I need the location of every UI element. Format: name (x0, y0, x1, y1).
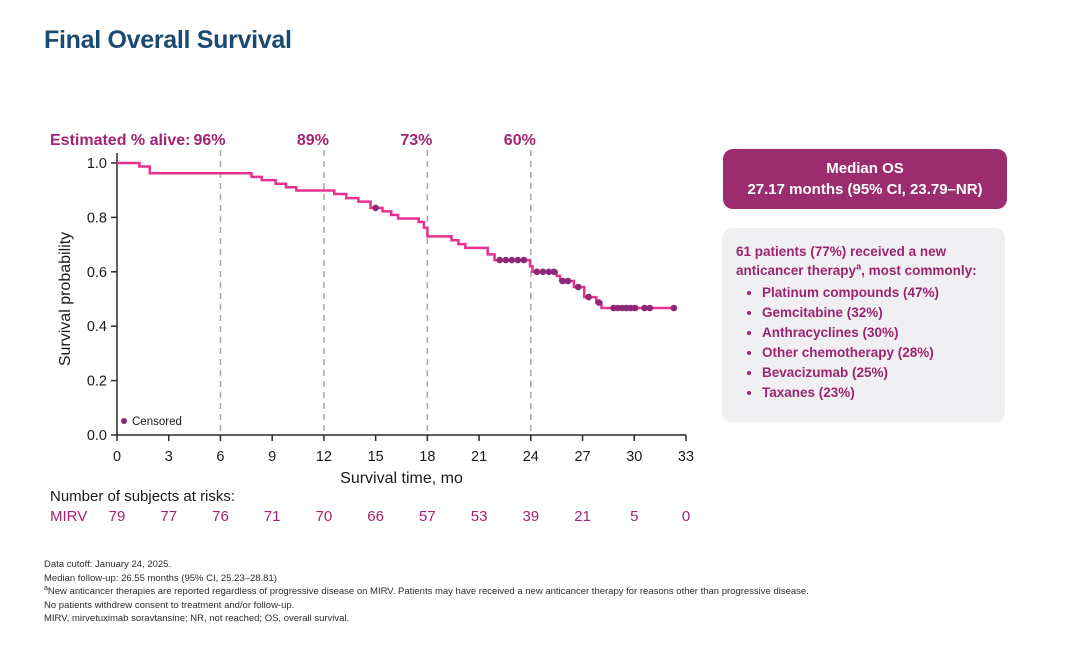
risk-value: 77 (160, 508, 177, 525)
x-tick-label: 3 (165, 449, 173, 465)
therapy-list: Platinum compounds (47%)Gemcitabine (32%… (736, 284, 993, 403)
therapy-intro-text: 61 patients (77%) received a new antican… (736, 244, 947, 278)
page-title: Final Overall Survival (44, 26, 292, 54)
therapy-item: Platinum compounds (47%) (762, 284, 993, 303)
therapy-intro: 61 patients (77%) received a new antican… (736, 243, 993, 280)
censor-mark (646, 304, 654, 312)
y-tick-label: 0.6 (87, 265, 107, 281)
censor-mark (545, 268, 553, 276)
footnote-line: aNew anticancer therapies are reported r… (44, 584, 809, 597)
censor-mark (514, 256, 522, 264)
censor-mark (585, 293, 592, 301)
x-tick-label: 0 (113, 449, 121, 465)
censor-mark (564, 277, 572, 285)
estimated-alive-value: 73% (400, 132, 432, 149)
censored-legend-dot (121, 418, 127, 424)
censor-mark (550, 268, 558, 276)
y-tick-label: 1.0 (87, 156, 107, 172)
censor-mark (539, 268, 547, 276)
estimated-alive-value: 96% (193, 132, 225, 149)
censor-mark (595, 299, 603, 306)
y-tick-label: 0.0 (87, 428, 107, 444)
footnote-line: No patients withdrew consent to treatmen… (44, 599, 295, 611)
risk-row-label: MIRV (50, 508, 87, 525)
footnote-line: MIRV, mirvetuximab soravtansine; NR, not… (44, 613, 350, 624)
median-os-title: Median OS (826, 160, 904, 177)
x-tick-label: 30 (626, 449, 642, 465)
x-tick-label: 21 (471, 449, 487, 465)
therapy-item: Gemcitabine (32%) (762, 304, 993, 323)
risk-value: 70 (316, 508, 333, 525)
censor-mark (496, 256, 504, 264)
y-axis-label: Survival probability (57, 232, 74, 366)
therapy-item: Anthracyclines (30%) (762, 324, 993, 343)
x-tick-label: 18 (419, 449, 435, 465)
censor-mark (670, 304, 678, 312)
censor-mark (502, 256, 510, 264)
estimated-alive-value: 89% (297, 132, 329, 149)
x-tick-label: 27 (574, 449, 590, 465)
risk-value: 71 (264, 508, 281, 525)
risk-value: 21 (574, 508, 591, 525)
censor-mark (520, 256, 528, 264)
y-tick-label: 0.4 (87, 319, 107, 335)
risk-value: 57 (419, 508, 436, 525)
therapy-intro-superscript: a (856, 261, 862, 271)
therapy-box: 61 patients (77%) received a new antican… (722, 228, 1005, 422)
x-tick-label: 33 (678, 449, 694, 465)
footnotes: Data cutoff: January 24, 2025. Median fol… (44, 558, 1056, 626)
therapy-item: Bevacizumab (25%) (762, 364, 993, 383)
x-tick-label: 24 (523, 449, 539, 465)
censored-legend-label: Censored (132, 416, 182, 428)
x-axis-label: Survival time, mo (340, 470, 463, 487)
risk-value: 39 (522, 508, 539, 525)
footnote-line: Data cutoff: January 24, 2025. (44, 559, 172, 570)
km-curve-mirv (117, 161, 674, 310)
therapy-item: Other chemotherapy (28%) (762, 344, 993, 363)
y-tick-label: 0.2 (87, 374, 107, 390)
risk-table-heading: Number of subjects at risks: (50, 488, 235, 505)
risk-value: 0 (682, 508, 690, 525)
risk-value: 66 (367, 508, 384, 525)
censor-mark (508, 256, 516, 264)
km-chart: 0 3 6 9 12 15 18 21 24 27 30 33 0.0 0.2 0.4 0.6 0.8 1.0 Su… (50, 132, 694, 525)
risk-value: 79 (109, 508, 126, 525)
x-tick-label: 6 (216, 449, 224, 465)
censor-mark (631, 304, 639, 312)
censor-mark (574, 283, 582, 291)
censor-mark (533, 268, 541, 276)
estimated-alive-label: Estimated % alive: (50, 132, 191, 149)
x-tick-label: 12 (316, 449, 332, 465)
x-tick-label: 9 (268, 449, 276, 465)
y-tick-label: 0.8 (87, 210, 107, 226)
censor-mark (559, 277, 566, 285)
therapy-item: Taxanes (23%) (762, 384, 993, 403)
footnote-line: Median follow-up: 26.55 months (95% CI, … (44, 572, 277, 584)
therapy-intro-tail: , most commonly: (861, 262, 977, 278)
censor-mark (641, 304, 648, 312)
x-tick-label: 15 (368, 449, 384, 465)
risk-value: 76 (212, 508, 229, 525)
risk-value: 5 (630, 508, 638, 525)
median-os-box: Median OS 27.17 months (95% CI, 23.79–NR… (723, 149, 1007, 209)
median-os-value: 27.17 months (95% CI, 23.79–NR) (747, 181, 983, 198)
risk-value: 53 (471, 508, 488, 525)
censor-mark (372, 204, 379, 212)
estimated-alive-value: 60% (504, 132, 536, 149)
footnote-superscript: a (44, 584, 48, 592)
